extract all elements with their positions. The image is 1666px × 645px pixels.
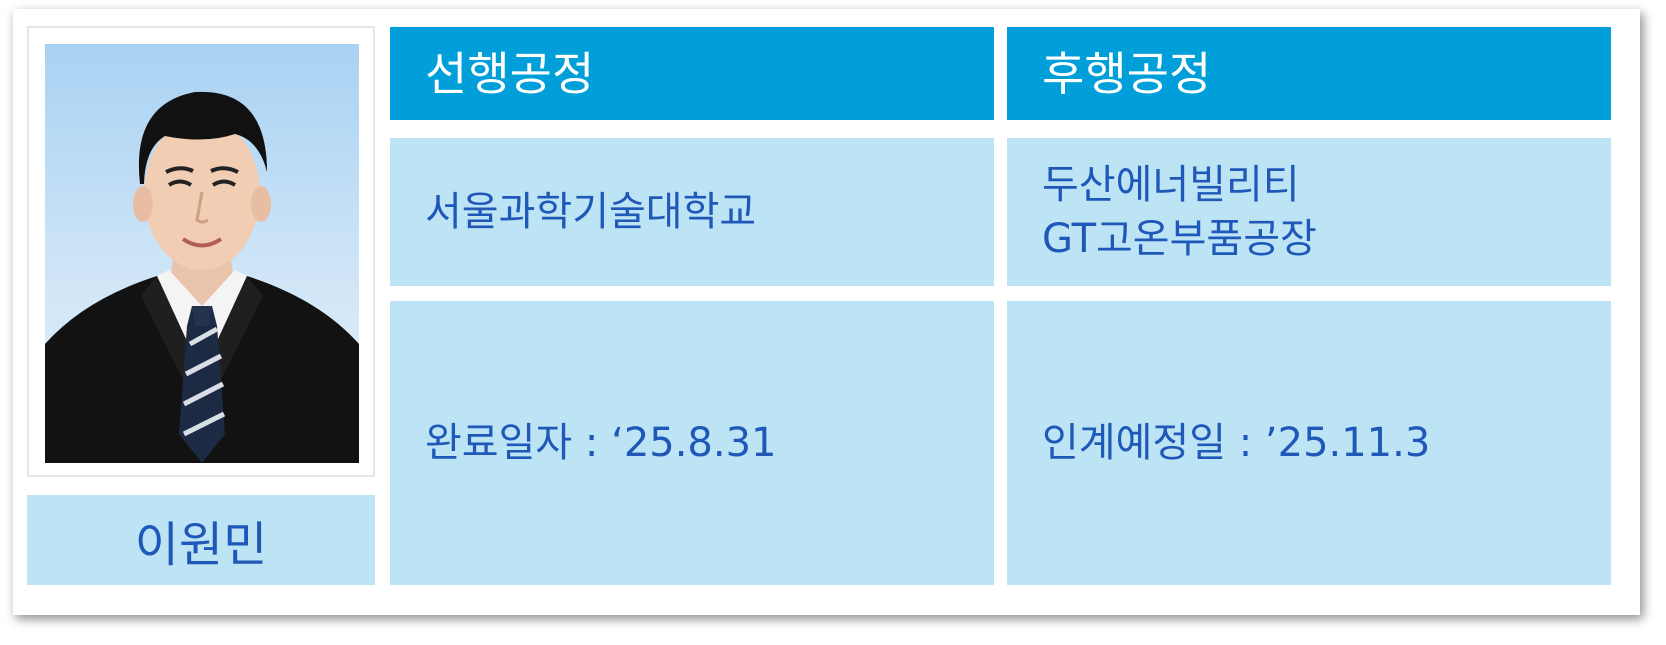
profile-photo: [45, 44, 359, 463]
destination-organization: 두산에너빌리티 GT고온부품공장: [1007, 138, 1611, 286]
header-following-process: 후행공정: [1007, 27, 1611, 120]
person-portrait-image: [45, 91, 359, 463]
destination-company: 두산에너빌리티: [1042, 162, 1300, 208]
photo-frame: [27, 26, 375, 477]
person-name: 이원민: [27, 495, 375, 585]
handover-date: 인계예정일 : ’25.11.3: [1007, 301, 1611, 585]
destination-plant: GT고온부품공장: [1042, 216, 1317, 262]
origin-organization: 서울과학기술대학교: [390, 138, 994, 286]
header-preceding-process: 선행공정: [390, 27, 994, 120]
completion-date: 완료일자 : ‘25.8.31: [390, 301, 994, 585]
